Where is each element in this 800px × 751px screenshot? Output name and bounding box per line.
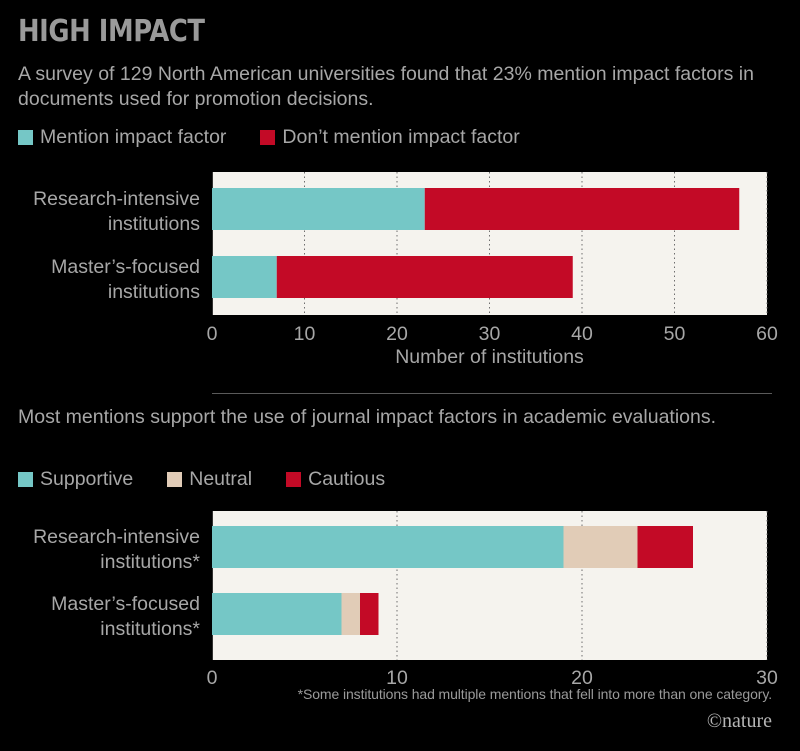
chart1-legend: Mention impact factor Don’t mention impa… — [18, 126, 554, 149]
section-divider — [212, 393, 772, 394]
chart1-category-label-line: Master’s-focused — [51, 256, 200, 278]
chart2-bar-1-series-0 — [212, 593, 342, 635]
chart2-category-label-line: Research-intensive — [33, 526, 200, 548]
legend-item-mention: Mention impact factor — [18, 126, 226, 149]
legend-swatch-dont-mention — [260, 130, 276, 145]
legend-label-cautious: Cautious — [308, 468, 386, 490]
chart1-tick-label: 20 — [386, 323, 408, 345]
legend-swatch-cautious — [286, 472, 302, 487]
chart1-category-label-line: institutions — [108, 281, 200, 303]
legend-label-supportive: Supportive — [40, 468, 134, 490]
legend-swatch-mention — [18, 130, 33, 145]
chart2-category-label-line: institutions* — [100, 551, 200, 573]
chart1-bar-0-series-1 — [424, 188, 740, 230]
chart1-bar-0-series-0 — [212, 188, 425, 230]
chart1-x-axis-label: Number of institutions — [395, 346, 584, 368]
chart2-bar-0-series-0 — [212, 526, 564, 568]
legend-swatch-supportive — [18, 472, 33, 487]
chart1-tick-label: 50 — [664, 323, 686, 345]
legend-item-supportive: Supportive — [18, 468, 133, 491]
chart2-tick-label: 10 — [386, 667, 408, 689]
chart1-subtitle: A survey of 129 North American universit… — [18, 63, 754, 110]
chart2-category-label-line: Master’s-focused — [51, 593, 200, 615]
chart2-tick-label: 0 — [207, 667, 218, 689]
nature-credit: ©nature — [706, 710, 772, 732]
legend-label-mention: Mention impact factor — [40, 126, 227, 148]
footnote: *Some institutions had multiple mentions… — [297, 686, 772, 702]
chart2-bar-0-series-1 — [563, 526, 638, 568]
chart1-tick-label: 40 — [571, 323, 593, 345]
chart2-subtitle: Most mentions support the use of journal… — [18, 406, 717, 428]
legend-label-dont-mention: Don’t mention impact factor — [282, 126, 520, 148]
chart2-tick-label: 20 — [571, 667, 593, 689]
chart1-category-label-1: Master’s-focused institutions — [51, 256, 200, 303]
chart2-category-label-1: Master’s-focused institutions* — [51, 593, 200, 640]
chart1-tick-label: 0 — [207, 323, 218, 345]
chart2-legend: Supportive Neutral Cautious — [18, 468, 419, 491]
chart1-tick-label: 60 — [756, 323, 778, 345]
chart1-tick-label: 10 — [294, 323, 316, 345]
chart1-tick-label: 30 — [479, 323, 501, 345]
chart1-plot: Research-intensive institutionsMaster’s-f… — [33, 172, 778, 368]
chart2-tick-label: 30 — [756, 667, 778, 689]
chart2-bar-1-series-2 — [360, 593, 379, 635]
chart2-category-label-0: Research-intensive institutions* — [33, 526, 200, 573]
chart2-category-label-line: institutions* — [100, 618, 200, 640]
chart1-category-label-0: Research-intensive institutions — [33, 188, 200, 235]
chart2-bar-0-series-2 — [637, 526, 693, 568]
legend-item-cautious: Cautious — [286, 468, 385, 491]
chart1-bar-1-series-0 — [212, 256, 277, 298]
legend-label-neutral: Neutral — [189, 468, 253, 490]
chart2-bar-1-series-1 — [341, 593, 360, 635]
legend-swatch-neutral — [167, 472, 183, 487]
legend-item-dont-mention: Don’t mention impact factor — [260, 126, 520, 149]
chart1-category-label-line: institutions — [108, 213, 200, 235]
chart-title: HIGH IMPACT — [18, 14, 205, 49]
chart1-bar-1-series-1 — [276, 256, 573, 298]
legend-item-neutral: Neutral — [167, 468, 252, 491]
chart1-category-label-line: Research-intensive — [33, 188, 200, 210]
